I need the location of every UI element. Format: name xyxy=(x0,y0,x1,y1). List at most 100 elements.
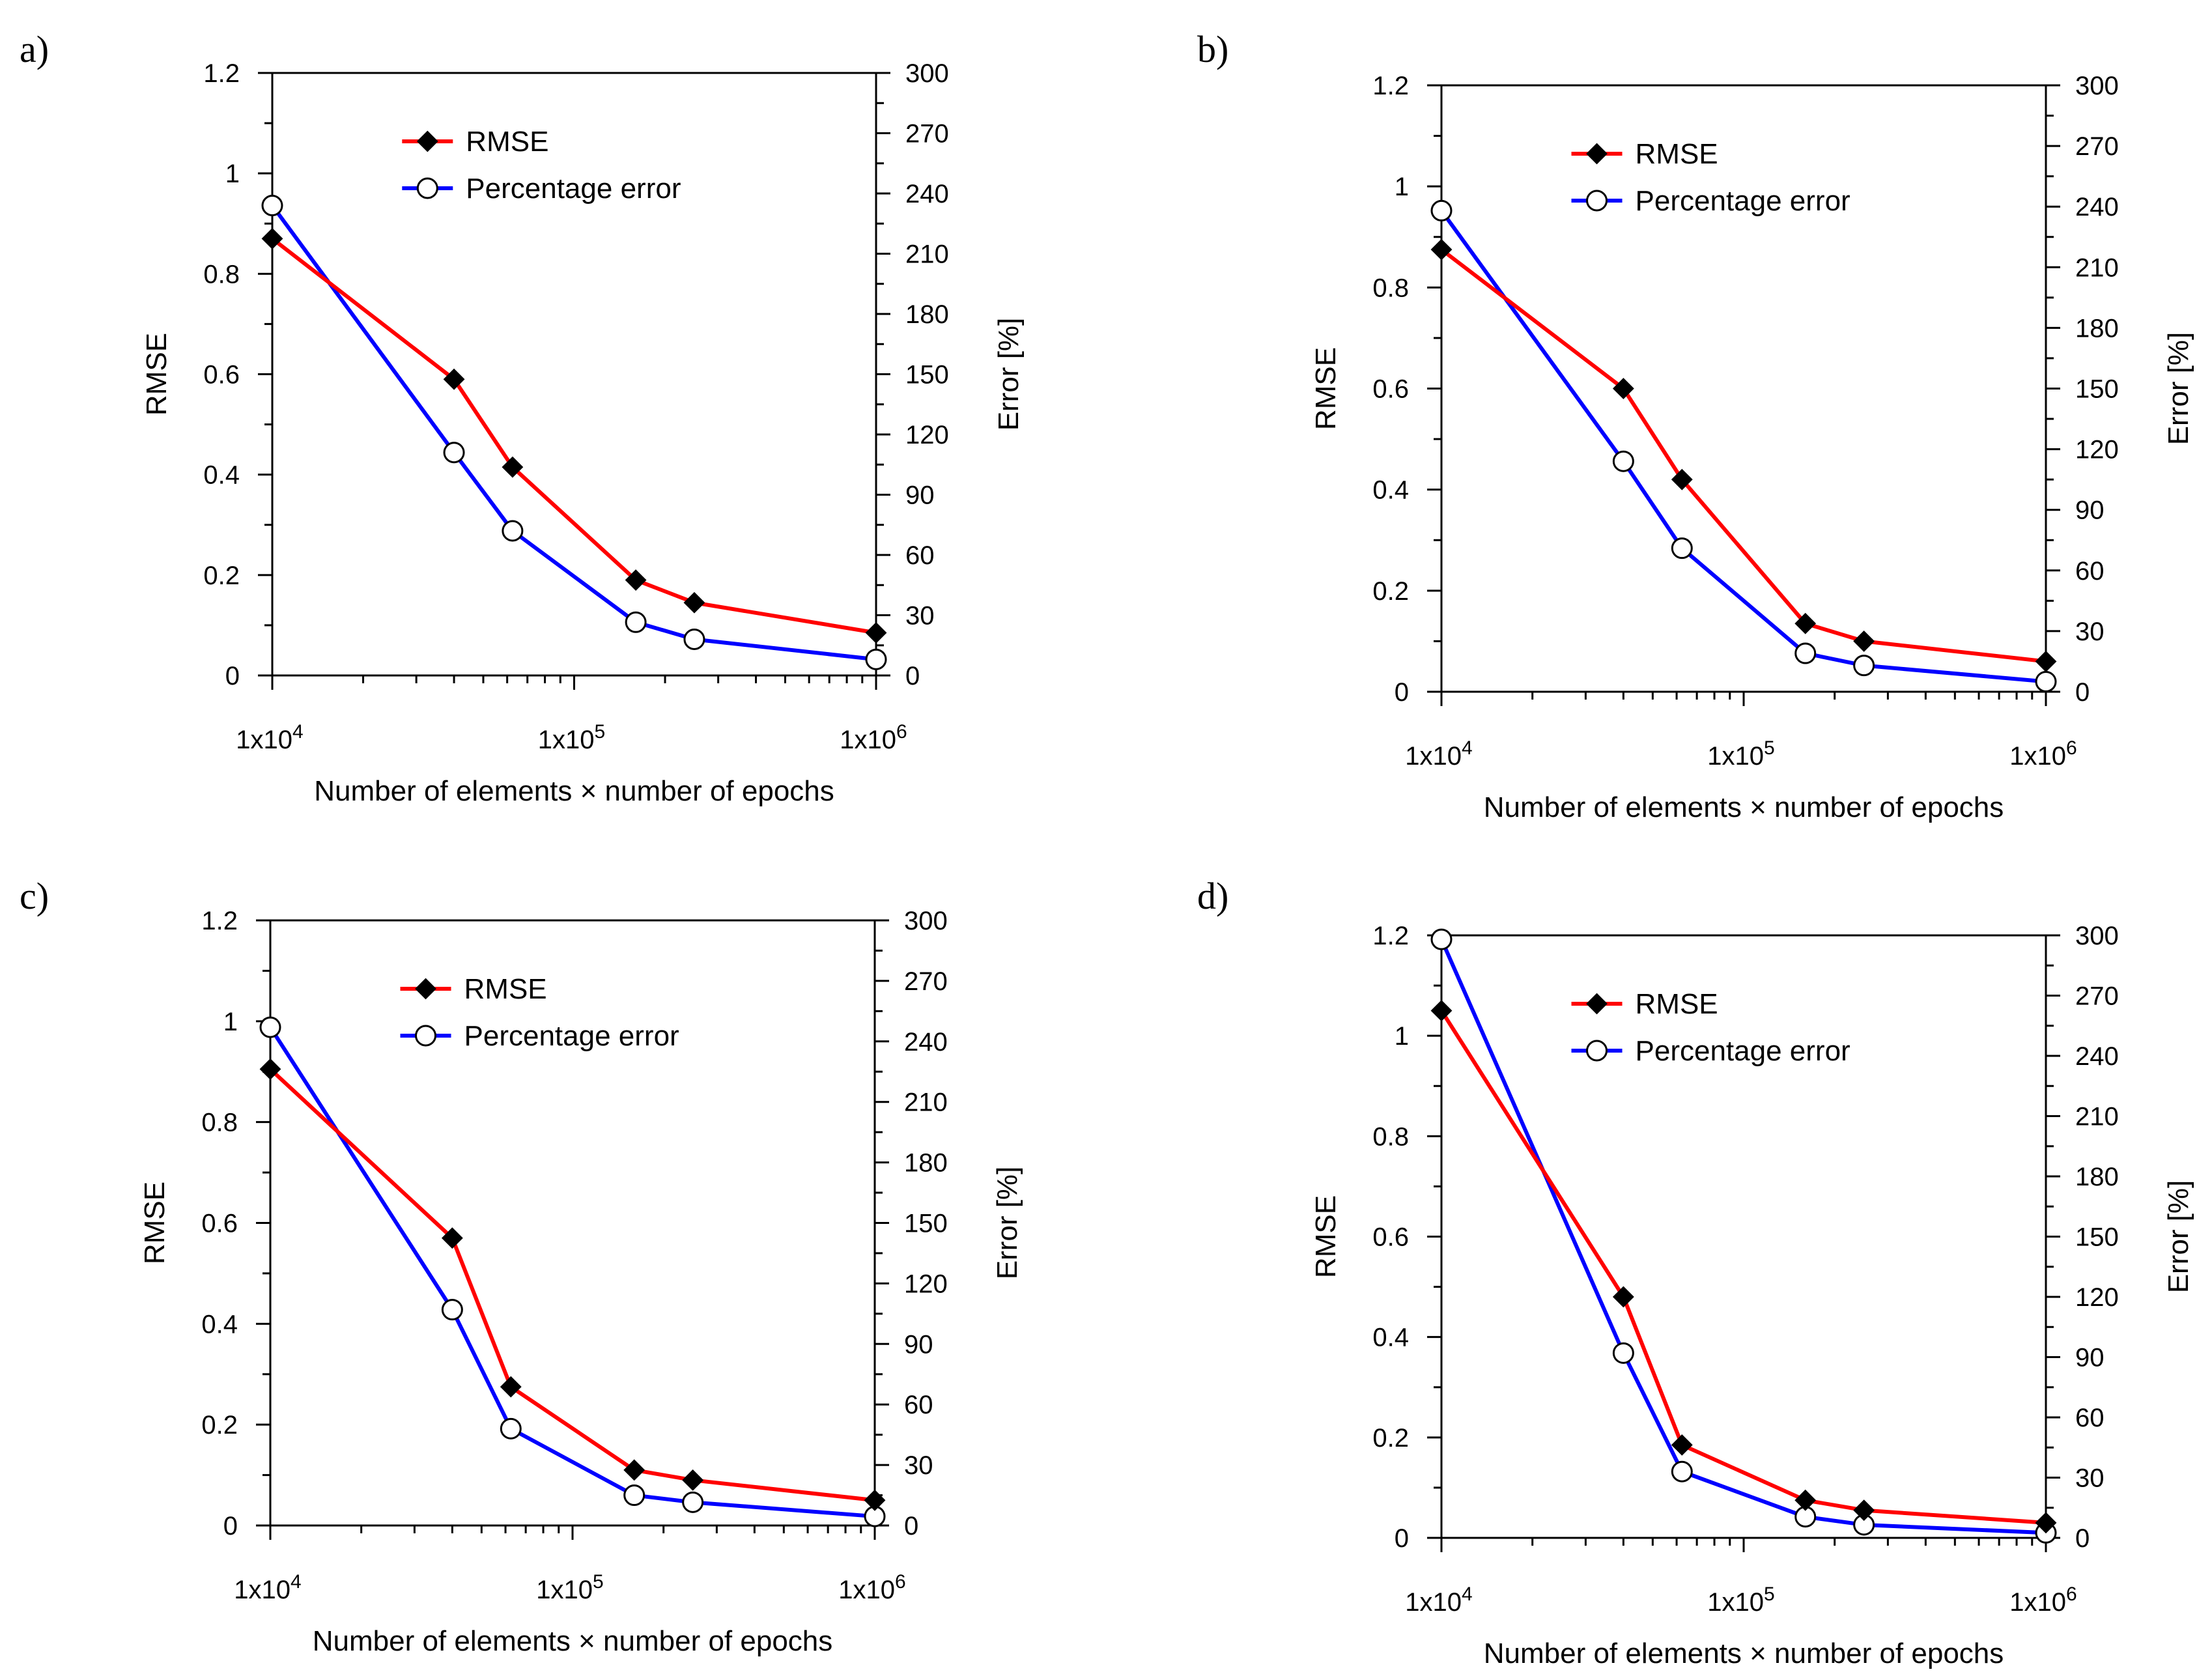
y2-tick-label: 240 xyxy=(905,180,949,208)
y2-tick-label: 150 xyxy=(904,1210,948,1238)
data-point-rmse xyxy=(682,1469,704,1491)
legend-marker-diamond xyxy=(415,978,436,1000)
y2-axis-title: Error [%] xyxy=(991,1167,1023,1280)
legend-marker-circle xyxy=(416,177,438,199)
y2-tick-label: 60 xyxy=(904,1391,933,1419)
data-point-percentage-error xyxy=(259,1016,281,1038)
legend-label: Percentage error xyxy=(466,173,681,205)
legend-item: Percentage error xyxy=(400,1020,679,1052)
y2-axis-title: Error [%] xyxy=(2162,332,2194,446)
series-percentage-error xyxy=(1430,928,2057,1544)
series-line xyxy=(1440,248,2047,664)
legend-marker-circle xyxy=(1586,190,1608,212)
data-point-rmse xyxy=(500,1376,522,1398)
data-point-rmse xyxy=(1430,1000,1453,1022)
y2-tick-label: 270 xyxy=(2075,132,2119,161)
y2-tick-label: 210 xyxy=(905,240,949,269)
series-line xyxy=(268,1068,875,1503)
legend-item: RMSE xyxy=(402,126,548,158)
data-point-rmse xyxy=(2035,651,2057,672)
chart-panel-3: c) 0 0.2 0.4 0.6 0.8 1 1.2 0 30 60 90 120 150 180 210 24… xyxy=(20,875,1023,1657)
y2-tick-label: 240 xyxy=(2075,193,2119,221)
y2-tick-label: 270 xyxy=(904,967,948,996)
y-axis-title: RMSE xyxy=(1310,1195,1342,1278)
plot-frame xyxy=(1440,934,2047,1539)
y2-tick-label: 30 xyxy=(905,602,935,631)
legend-item: Percentage error xyxy=(402,173,681,205)
y2-tick-label: 90 xyxy=(2075,496,2105,525)
y2-tick-label: 150 xyxy=(2075,375,2119,404)
panel-label: d) xyxy=(1197,875,1228,917)
legend-item: RMSE xyxy=(1571,988,1718,1020)
y-tick-label: 0.8 xyxy=(203,260,240,289)
y2-tick-label: 300 xyxy=(2075,922,2119,950)
legend-label: Percentage error xyxy=(1636,185,1850,217)
legend-marker-diamond xyxy=(1586,993,1608,1015)
data-point-percentage-error xyxy=(1430,199,1453,221)
series-rmse xyxy=(261,227,887,644)
legend-label: RMSE xyxy=(1636,988,1718,1020)
legend-item: RMSE xyxy=(1571,138,1718,170)
y2-tick-label: 300 xyxy=(904,907,948,935)
y2-tick-label: 180 xyxy=(904,1149,948,1178)
y-tick-label: 0 xyxy=(223,1512,238,1540)
data-point-rmse xyxy=(1612,1286,1634,1308)
y-tick-label: 0.8 xyxy=(1372,274,1409,302)
y2-tick-label: 150 xyxy=(905,361,949,390)
y2-tick-label: 60 xyxy=(905,541,935,570)
y2-tick-label: 120 xyxy=(905,421,949,449)
data-point-rmse xyxy=(1430,238,1453,261)
legend-item: Percentage error xyxy=(1571,1035,1850,1067)
y2-tick-label: 210 xyxy=(904,1088,948,1117)
data-point-rmse xyxy=(259,1058,281,1080)
series-line xyxy=(1439,1010,2047,1525)
y-axis-title: RMSE xyxy=(139,1182,171,1264)
x-tick-label: 1x105 xyxy=(1707,1583,1774,1617)
y2-tick-label: 90 xyxy=(2075,1344,2105,1372)
y-tick-label: 0.2 xyxy=(1372,1424,1409,1453)
x-tick-label: 1x104 xyxy=(1405,737,1472,771)
y2-tick-label: 90 xyxy=(904,1330,933,1359)
x-tick-label: 1x106 xyxy=(838,1571,905,1604)
y2-tick-label: 210 xyxy=(2075,1103,2119,1131)
plot-frame xyxy=(271,72,877,677)
legend: RMSE Percentage error xyxy=(402,126,681,205)
y-tick-label: 0.4 xyxy=(201,1310,238,1339)
data-point-percentage-error xyxy=(1853,655,1875,677)
data-point-rmse xyxy=(1671,1434,1693,1456)
data-point-rmse xyxy=(2035,1512,2057,1534)
x-tick-label: 1x106 xyxy=(2009,737,2077,771)
series-line xyxy=(270,204,877,662)
x-tick-label: 1x105 xyxy=(538,721,605,754)
legend-marker-circle xyxy=(415,1025,437,1047)
data-point-percentage-error xyxy=(1612,450,1634,472)
data-point-rmse xyxy=(1612,378,1634,399)
y2-tick-label: 300 xyxy=(905,59,949,88)
x-tick-label: 1x105 xyxy=(1707,737,1774,771)
y-tick-label: 0.2 xyxy=(201,1411,238,1440)
chart-panel-1: a) 0 0.2 0.4 0.6 0.8 1 1.2 0 30 60 90 120 150 180 210 24… xyxy=(20,28,1025,807)
chart-panel-4: d) 0 0.2 0.4 0.6 0.8 1 1.2 0 30 60 90 120 150 180 210 24… xyxy=(1197,875,2194,1669)
panel-label: c) xyxy=(20,875,49,917)
x-axis-title: Number of elements × number of epochs xyxy=(313,1625,833,1657)
y-tick-label: 0 xyxy=(225,662,240,690)
y-tick-label: 1 xyxy=(223,1008,238,1036)
data-point-percentage-error xyxy=(1671,537,1693,560)
y2-axis-title: Error [%] xyxy=(993,318,1025,431)
legend: RMSE Percentage error xyxy=(1571,138,1850,217)
data-point-percentage-error xyxy=(865,648,887,670)
legend-label: RMSE xyxy=(464,973,547,1005)
legend-item: RMSE xyxy=(400,973,547,1005)
y-axis-title: RMSE xyxy=(1310,347,1342,430)
data-point-percentage-error xyxy=(261,195,283,216)
y-tick-label: 0 xyxy=(1395,678,1409,707)
data-point-percentage-error xyxy=(2035,670,2057,692)
legend: RMSE Percentage error xyxy=(400,973,679,1052)
y-tick-label: 0.2 xyxy=(203,561,240,590)
y2-axis-title: Error [%] xyxy=(2162,1180,2194,1294)
y-tick-label: 1 xyxy=(1395,1022,1409,1051)
y2-tick-label: 0 xyxy=(2075,678,2090,707)
y2-tick-label: 180 xyxy=(2075,1163,2119,1191)
y-tick-label: 1.2 xyxy=(201,907,238,935)
data-point-percentage-error xyxy=(682,1491,704,1513)
